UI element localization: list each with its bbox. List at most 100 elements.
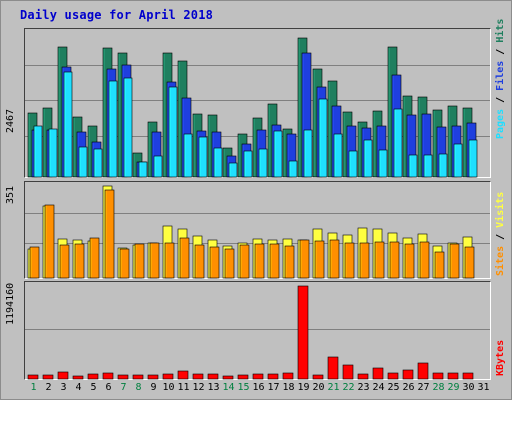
- y-max-hits-text: 2467: [5, 108, 16, 133]
- legend-sep-1: /: [495, 90, 506, 109]
- x-label-day-24: 24: [372, 382, 385, 393]
- bar-pages-day-20: [318, 98, 328, 178]
- bar-kbytes-day-19: [297, 285, 309, 380]
- x-label-day-28: 28: [432, 382, 445, 393]
- bar-sites-day-29: [449, 243, 460, 279]
- bar-pages-day-27: [423, 154, 433, 178]
- bar-kbytes-day-21: [327, 356, 339, 380]
- bar-sites-day-17: [269, 243, 280, 279]
- bar-kbytes-day-17: [267, 373, 279, 380]
- bar-sites-day-13: [209, 246, 220, 279]
- bar-kbytes-day-12: [192, 373, 204, 380]
- x-axis-day-labels: 1 2 3 4 5 6 7 8 9 10 11 12 13 14 15 16 17 18 19 20 21 22 23 24 2…: [25, 382, 491, 396]
- bar-sites-day-9: [149, 242, 160, 279]
- bar-kbytes-day-15: [237, 374, 249, 380]
- x-label-day-1: 1: [30, 382, 37, 393]
- bar-kbytes-day-23: [357, 373, 369, 380]
- bar-kbytes-day-14: [222, 375, 234, 380]
- bar-pages-day-24: [378, 149, 388, 178]
- x-label-day-6: 6: [105, 382, 112, 393]
- bar-sites-day-14: [224, 248, 235, 279]
- bar-sites-day-11: [179, 237, 190, 279]
- bar-kbytes-day-6: [102, 372, 114, 380]
- bar-sites-day-27: [419, 241, 430, 279]
- x-label-day-5: 5: [90, 382, 97, 393]
- bar-pages-day-5: [93, 148, 103, 178]
- bar-pages-day-6: [108, 80, 118, 178]
- sites-visits-panel: [24, 181, 491, 279]
- x-label-day-7: 7: [120, 382, 127, 393]
- x-label-day-19: 19: [297, 382, 310, 393]
- legend-pages: Pages: [495, 108, 506, 139]
- bar-kbytes-day-8: [132, 374, 144, 380]
- x-label-day-17: 17: [267, 382, 280, 393]
- x-label-day-22: 22: [342, 382, 355, 393]
- bar-pages-day-14: [228, 162, 238, 178]
- x-label-day-21: 21: [327, 382, 340, 393]
- y-max-kbytes-text: 1194160: [5, 282, 16, 325]
- bar-pages-day-15: [243, 150, 253, 178]
- bar-sites-day-22: [344, 242, 355, 279]
- x-label-day-31: 31: [477, 382, 490, 393]
- bar-kbytes-day-25: [387, 372, 399, 380]
- bar-kbytes-day-28: [432, 372, 444, 380]
- legend-sep-3: /: [495, 227, 506, 246]
- bar-kbytes-day-4: [72, 375, 84, 380]
- kbytes-panel: [24, 281, 491, 380]
- bar-pages-day-23: [363, 139, 373, 178]
- bar-sites-day-5: [89, 237, 100, 279]
- bar-sites-day-4: [74, 243, 85, 279]
- bar-pages-day-3: [63, 71, 73, 178]
- bar-pages-day-7: [123, 77, 133, 178]
- bar-pages-day-25: [393, 108, 403, 178]
- x-label-day-29: 29: [447, 382, 460, 393]
- bar-sites-day-19: [299, 239, 310, 279]
- bar-pages-day-18: [288, 160, 298, 178]
- bar-pages-day-10: [168, 86, 178, 178]
- bar-pages-day-13: [213, 147, 223, 178]
- x-label-day-9: 9: [150, 382, 157, 393]
- bar-sites-day-3: [59, 244, 70, 279]
- bar-sites-day-21: [329, 239, 340, 279]
- bar-kbytes-day-9: [147, 374, 159, 380]
- x-label-day-16: 16: [252, 382, 265, 393]
- bar-sites-day-15: [239, 244, 250, 279]
- bar-sites-day-23: [359, 242, 370, 279]
- legend-kbytes-text: KBytes: [495, 339, 506, 376]
- bar-sites-day-20: [314, 240, 325, 279]
- bar-pages-day-22: [348, 150, 358, 178]
- kbytes-plot: [25, 285, 490, 380]
- bar-pages-day-16: [258, 148, 268, 178]
- bar-pages-day-29: [453, 143, 463, 178]
- bar-pages-day-26: [408, 154, 418, 178]
- bar-sites-day-1: [29, 246, 40, 279]
- bar-sites-day-12: [194, 244, 205, 279]
- legend-hits: Hits: [495, 18, 506, 43]
- bar-pages-day-21: [333, 133, 343, 178]
- bar-sites-day-26: [404, 243, 415, 279]
- bar-sites-day-16: [254, 243, 265, 279]
- bar-pages-day-9: [153, 155, 163, 178]
- x-label-day-2: 2: [45, 382, 52, 393]
- x-label-day-10: 10: [162, 382, 175, 393]
- bar-kbytes-day-24: [372, 367, 384, 380]
- bar-sites-day-18: [284, 245, 295, 279]
- sites-visits-plot: [25, 185, 490, 279]
- bar-pages-day-19: [303, 129, 313, 178]
- x-label-day-23: 23: [357, 382, 370, 393]
- bar-sites-day-30: [464, 246, 475, 279]
- bar-sites-day-25: [389, 241, 400, 279]
- bar-sites-day-2: [44, 204, 55, 279]
- x-label-day-13: 13: [207, 382, 220, 393]
- bar-kbytes-day-3: [57, 371, 69, 380]
- y-max-visits-text: 351: [5, 185, 16, 204]
- x-label-day-26: 26: [402, 382, 415, 393]
- bar-sites-day-10: [164, 242, 175, 279]
- bar-kbytes-day-13: [207, 373, 219, 380]
- bar-pages-day-12: [198, 136, 208, 178]
- usage-chart-window: Daily usage for April 2018 2467 Pages / …: [0, 0, 512, 400]
- y-max-label-kbytes: 1194160: [5, 282, 19, 328]
- x-label-day-12: 12: [192, 382, 205, 393]
- bar-sites-day-24: [374, 241, 385, 279]
- x-label-day-27: 27: [417, 382, 430, 393]
